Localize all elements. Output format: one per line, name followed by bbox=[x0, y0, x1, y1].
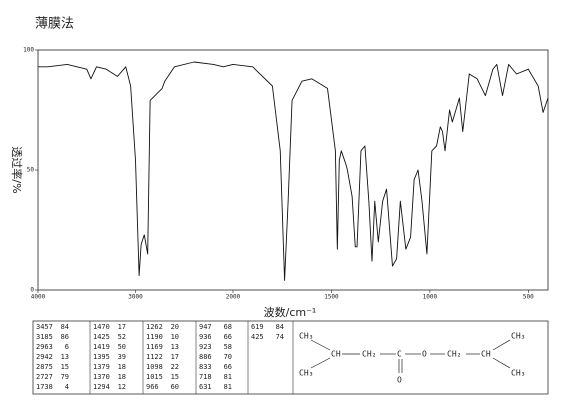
peak-transmittance: 84 bbox=[61, 323, 69, 331]
peak-wavenumber: 1015 bbox=[146, 373, 163, 381]
atom-label: CH₂ bbox=[447, 350, 461, 359]
peak-wavenumber: 947 bbox=[199, 323, 212, 331]
peak-wavenumber: 1738 bbox=[36, 383, 53, 391]
peak-wavenumber: 1169 bbox=[146, 343, 163, 351]
peak-transmittance: 22 bbox=[171, 363, 179, 371]
peak-wavenumber: 923 bbox=[199, 343, 212, 351]
peak-transmittance: 52 bbox=[118, 333, 126, 341]
peak-wavenumber: 1190 bbox=[146, 333, 163, 341]
peak-wavenumber: 966 bbox=[146, 383, 159, 391]
peak-wavenumber: 619 bbox=[251, 323, 264, 331]
atom-label: CH₂ bbox=[362, 350, 376, 359]
chart-title: 薄膜法 bbox=[35, 17, 74, 32]
peak-transmittance: 18 bbox=[118, 363, 126, 371]
spectrum-line bbox=[38, 61, 549, 281]
x-tick-label: 2000 bbox=[226, 294, 241, 301]
peak-transmittance: 81 bbox=[224, 373, 232, 381]
atom-label: CH bbox=[481, 350, 491, 359]
peak-transmittance: 15 bbox=[61, 363, 69, 371]
peak-transmittance: 84 bbox=[276, 323, 284, 331]
atom-label: CH₃ bbox=[299, 332, 313, 341]
x-tick-label: 500 bbox=[523, 294, 534, 301]
peak-transmittance: 50 bbox=[118, 343, 126, 351]
peak-wavenumber: 2942 bbox=[36, 353, 53, 361]
atom-label: CH₃ bbox=[511, 369, 525, 378]
peak-wavenumber: 936 bbox=[199, 333, 212, 341]
peak-wavenumber: 1122 bbox=[146, 353, 163, 361]
y-axis-label: 透过率/% bbox=[10, 146, 24, 193]
atom-label: O bbox=[422, 350, 427, 359]
peak-transmittance: 70 bbox=[224, 353, 232, 361]
peak-transmittance: 12 bbox=[118, 383, 126, 391]
y-tick-label: 100 bbox=[23, 47, 34, 54]
peak-transmittance: 60 bbox=[171, 383, 179, 391]
peak-wavenumber: 3185 bbox=[36, 333, 53, 341]
atom-label: CH₃ bbox=[299, 369, 313, 378]
y-tick-label: 0 bbox=[30, 287, 34, 294]
peak-wavenumber: 2963 bbox=[36, 343, 53, 351]
peak-wavenumber: 1379 bbox=[93, 363, 110, 371]
structure: CH₃ CH₃ CH CH₂ C O O CH₂ CH CH₃ CH₃ bbox=[299, 332, 525, 385]
peak-wavenumber: 1262 bbox=[146, 323, 163, 331]
peak-transmittance: 68 bbox=[224, 323, 232, 331]
peak-wavenumber: 1370 bbox=[93, 373, 110, 381]
peak-transmittance: 58 bbox=[224, 343, 232, 351]
atom-label: C bbox=[397, 350, 402, 359]
x-axis-label: 波数/cm⁻¹ bbox=[264, 306, 317, 319]
peak-wavenumber: 1470 bbox=[93, 323, 110, 331]
peak-wavenumber: 425 bbox=[251, 333, 264, 341]
bond bbox=[492, 357, 511, 369]
atom-label: CH bbox=[331, 350, 341, 359]
peak-wavenumber: 1395 bbox=[93, 353, 110, 361]
peak-transmittance: 17 bbox=[118, 323, 126, 331]
peak-transmittance: 81 bbox=[224, 383, 232, 391]
table-frame bbox=[32, 320, 549, 395]
peak-wavenumber: 833 bbox=[199, 363, 212, 371]
peak-transmittance: 18 bbox=[118, 373, 126, 381]
x-tick-label: 4000 bbox=[31, 294, 46, 301]
peak-transmittance: 39 bbox=[118, 353, 126, 361]
peak-transmittance: 79 bbox=[61, 373, 69, 381]
x-tick-label: 1000 bbox=[423, 294, 438, 301]
plot-frame bbox=[37, 49, 549, 291]
peak-wavenumber: 1098 bbox=[146, 363, 163, 371]
bond bbox=[310, 357, 331, 369]
peak-transmittance: 20 bbox=[171, 323, 179, 331]
peak-transmittance: 13 bbox=[171, 343, 179, 351]
peak-wavenumber: 718 bbox=[199, 373, 212, 381]
atom-label: O bbox=[397, 376, 402, 385]
bond bbox=[492, 339, 511, 351]
bond bbox=[310, 339, 331, 351]
peak-table: 3457 84 3185 86 2963 6 2942 13 2875 15 2727 79 1738 4… bbox=[32, 320, 549, 395]
peak-wavenumber: 2727 bbox=[36, 373, 53, 381]
peak-transmittance: 6 bbox=[65, 343, 69, 351]
peak-transmittance: 17 bbox=[171, 353, 179, 361]
peak-wavenumber: 1294 bbox=[93, 383, 110, 391]
peak-wavenumber: 2875 bbox=[36, 363, 53, 371]
atom-label: CH₃ bbox=[511, 332, 525, 341]
peak-transmittance: 86 bbox=[61, 333, 69, 341]
peak-wavenumber: 1425 bbox=[93, 333, 110, 341]
peak-transmittance: 15 bbox=[171, 373, 179, 381]
peak-transmittance: 74 bbox=[276, 333, 284, 341]
peak-wavenumber: 631 bbox=[199, 383, 212, 391]
peak-wavenumber: 886 bbox=[199, 353, 212, 361]
peak-wavenumber: 3457 bbox=[36, 323, 53, 331]
peak-transmittance: 10 bbox=[171, 333, 179, 341]
peak-transmittance: 13 bbox=[61, 353, 69, 361]
x-tick-label: 3000 bbox=[128, 294, 143, 301]
peak-transmittance: 4 bbox=[65, 383, 69, 391]
y-tick-label: 50 bbox=[27, 167, 35, 174]
x-tick-label: 1500 bbox=[324, 294, 339, 301]
peak-transmittance: 66 bbox=[224, 333, 232, 341]
peak-wavenumber: 1419 bbox=[93, 343, 110, 351]
peak-transmittance: 66 bbox=[224, 363, 232, 371]
